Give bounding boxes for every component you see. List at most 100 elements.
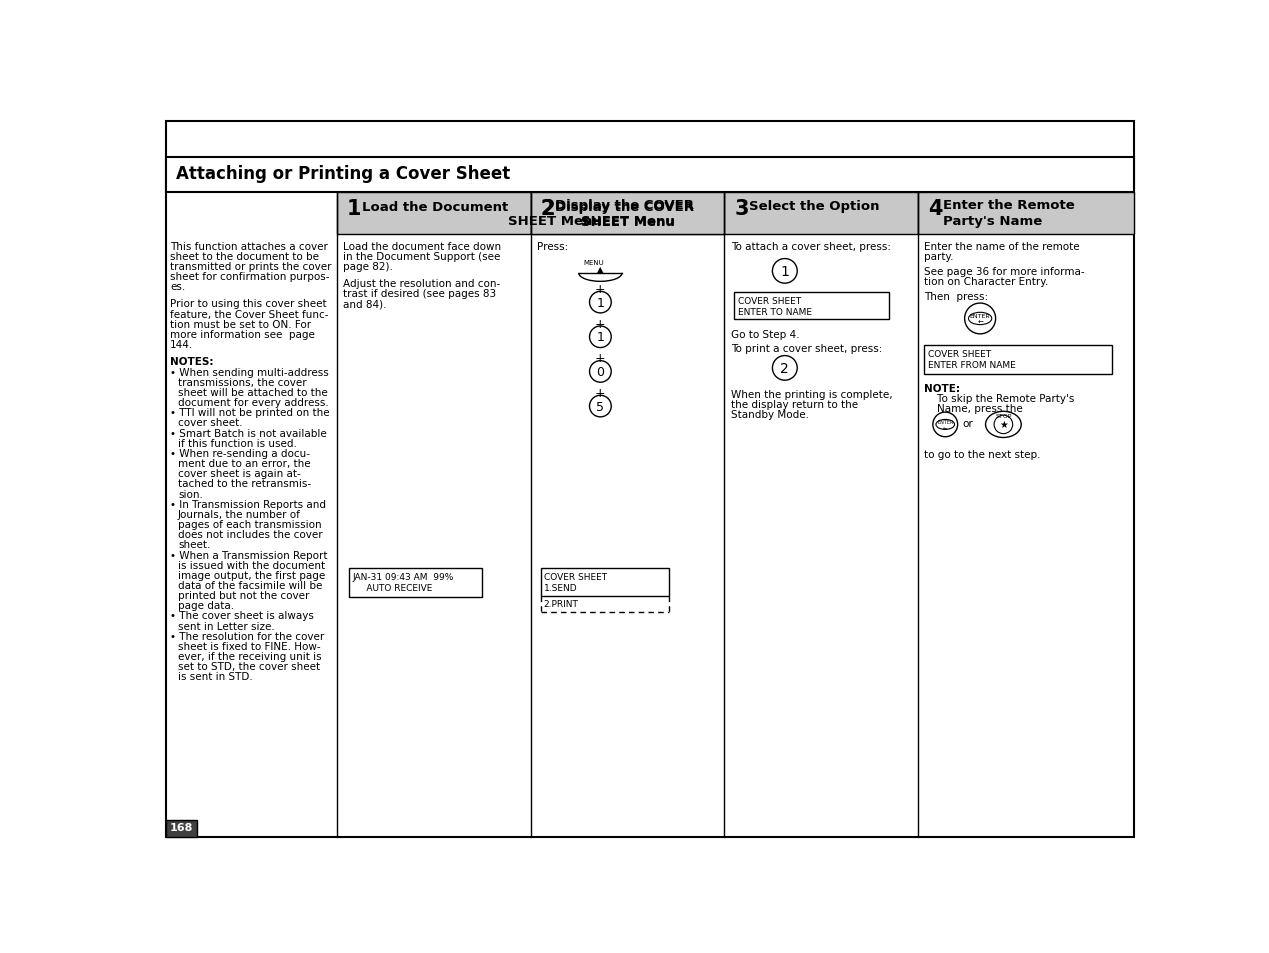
Text: ▲: ▲	[598, 265, 604, 274]
Text: sent in Letter size.: sent in Letter size.	[178, 621, 275, 631]
Ellipse shape	[968, 313, 992, 325]
Text: Then  press:: Then press:	[924, 292, 989, 302]
Text: 4: 4	[928, 199, 943, 219]
Bar	[733, 293, 888, 320]
Text: COVER SHEET: COVER SHEET	[737, 297, 801, 306]
Text: if this function is used.: if this function is used.	[178, 438, 297, 448]
Text: sheet for confirmation purpos-: sheet for confirmation purpos-	[170, 272, 330, 282]
Circle shape	[773, 356, 797, 381]
Text: or: or	[962, 418, 973, 429]
Text: SHEET Menu: SHEET Menu	[580, 216, 674, 229]
Text: is issued with the document: is issued with the document	[178, 560, 325, 570]
Ellipse shape	[937, 420, 954, 430]
Text: Name, press the: Name, press the	[924, 404, 1023, 414]
Text: COVER SHEET: COVER SHEET	[928, 350, 991, 359]
Circle shape	[590, 292, 612, 314]
Text: Prior to using this cover sheet: Prior to using this cover sheet	[170, 299, 327, 309]
Text: 1: 1	[780, 265, 789, 278]
Text: tached to the retransmis-: tached to the retransmis-	[178, 478, 311, 489]
Text: 0: 0	[596, 366, 604, 378]
Text: 168: 168	[170, 822, 193, 832]
Text: more information see  page: more information see page	[170, 330, 315, 339]
Text: • In Transmission Reports and: • In Transmission Reports and	[170, 499, 326, 509]
Text: Enter the Remote: Enter the Remote	[943, 199, 1075, 212]
Text: See page 36 for more informa-: See page 36 for more informa-	[924, 267, 1085, 276]
Text: 2: 2	[541, 199, 556, 219]
Text: +: +	[595, 387, 605, 399]
Text: Load the Document: Load the Document	[362, 200, 508, 213]
Text: To skip the Remote Party's: To skip the Remote Party's	[924, 394, 1075, 404]
Text: +: +	[595, 352, 605, 365]
Text: • TTI will not be printed on the: • TTI will not be printed on the	[170, 408, 330, 417]
Text: sheet will be attached to the: sheet will be attached to the	[178, 388, 327, 397]
Text: When the printing is complete,: When the printing is complete,	[731, 389, 892, 399]
Text: 144.: 144.	[170, 340, 193, 350]
Text: ENTER FROM NAME: ENTER FROM NAME	[928, 360, 1016, 370]
Text: ←: ←	[943, 425, 948, 430]
Text: 2.PRINT: 2.PRINT	[544, 599, 579, 609]
Text: • When re-sending a docu-: • When re-sending a docu-	[170, 449, 310, 458]
Ellipse shape	[986, 412, 1022, 438]
Text: Go to Step 4.: Go to Step 4.	[731, 330, 799, 339]
Text: This function attaches a cover: This function attaches a cover	[170, 241, 329, 252]
Circle shape	[933, 413, 958, 437]
Text: +: +	[595, 283, 605, 295]
Bar	[336, 193, 530, 235]
Text: To print a cover sheet, press:: To print a cover sheet, press:	[731, 343, 882, 354]
Text: 2: 2	[541, 199, 556, 219]
Text: es.: es.	[170, 282, 185, 292]
Text: 5: 5	[596, 400, 604, 414]
Text: Display the COVER: Display the COVER	[556, 200, 694, 213]
Text: • When sending multi-address: • When sending multi-address	[170, 367, 329, 377]
Text: Journals, the number of: Journals, the number of	[178, 509, 301, 519]
Circle shape	[590, 361, 612, 383]
Text: ENTER TO NAME: ENTER TO NAME	[737, 308, 812, 316]
Text: ENTER: ENTER	[937, 419, 953, 424]
Text: 1: 1	[596, 331, 604, 344]
Text: Enter the name of the remote: Enter the name of the remote	[924, 241, 1080, 252]
Text: party.: party.	[924, 252, 954, 261]
Text: ←: ←	[977, 319, 983, 325]
Text: 2: 2	[780, 361, 789, 375]
Text: in the Document Support (see: in the Document Support (see	[343, 252, 500, 261]
Text: cover sheet is again at-: cover sheet is again at-	[178, 469, 301, 478]
Text: image output, the first page: image output, the first page	[178, 570, 325, 580]
Text: Load the document face down: Load the document face down	[343, 241, 501, 252]
Text: Attaching or Printing a Cover Sheet: Attaching or Printing a Cover Sheet	[175, 164, 510, 182]
Text: set to STD, the cover sheet: set to STD, the cover sheet	[178, 661, 320, 672]
Text: • When a Transmission Report: • When a Transmission Report	[170, 550, 327, 560]
Text: ★: ★	[999, 420, 1008, 430]
Text: ever, if the receiving unit is: ever, if the receiving unit is	[178, 652, 321, 661]
Text: +: +	[595, 317, 605, 331]
Text: page data.: page data.	[178, 600, 233, 611]
Text: NOTE:: NOTE:	[924, 384, 961, 394]
Text: 1: 1	[346, 199, 362, 219]
Text: document for every address.: document for every address.	[178, 397, 329, 408]
Text: pages of each transmission: pages of each transmission	[178, 519, 321, 530]
Circle shape	[994, 416, 1013, 435]
Bar	[530, 193, 725, 235]
Bar	[919, 193, 1134, 235]
Text: Press:: Press:	[537, 241, 569, 252]
Text: Standby Mode.: Standby Mode.	[731, 410, 808, 419]
Text: sheet.: sheet.	[178, 539, 211, 550]
Text: To attach a cover sheet, press:: To attach a cover sheet, press:	[731, 241, 891, 252]
Text: page 82).: page 82).	[343, 261, 393, 272]
Text: Party's Name: Party's Name	[943, 214, 1042, 228]
Circle shape	[590, 395, 612, 417]
Circle shape	[590, 327, 612, 348]
Text: and 84).: and 84).	[343, 299, 387, 309]
Text: 3: 3	[735, 199, 749, 219]
Text: COVER SHEET: COVER SHEET	[544, 573, 607, 581]
Text: sheet to the document to be: sheet to the document to be	[170, 252, 320, 261]
Text: NOTES:: NOTES:	[170, 357, 213, 367]
Text: Display the COVER: Display the COVER	[556, 199, 694, 212]
Text: 1.SEND: 1.SEND	[544, 583, 577, 593]
Text: sion.: sion.	[178, 489, 203, 499]
Text: Select the Option: Select the Option	[749, 200, 879, 213]
Text: trast if desired (see pages 83: trast if desired (see pages 83	[343, 289, 496, 299]
Text: AUTO RECEIVE: AUTO RECEIVE	[353, 583, 433, 593]
Text: MENU: MENU	[584, 260, 604, 266]
Circle shape	[773, 259, 797, 284]
Bar	[541, 568, 669, 596]
